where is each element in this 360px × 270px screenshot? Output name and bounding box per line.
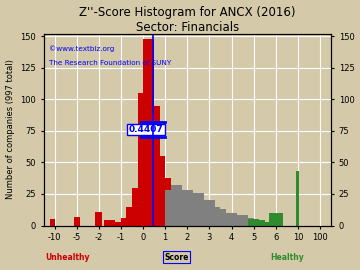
Bar	[248, 219, 259, 225]
Bar	[171, 185, 182, 225]
Text: Unhealthy: Unhealthy	[46, 253, 90, 262]
Bar	[116, 222, 126, 225]
Bar	[149, 106, 159, 225]
Bar	[231, 215, 243, 225]
Bar	[265, 222, 276, 225]
Bar	[126, 207, 138, 225]
Bar	[50, 219, 55, 225]
Text: Score: Score	[164, 253, 188, 262]
Bar	[220, 213, 231, 225]
Bar	[74, 217, 80, 225]
Bar	[215, 209, 226, 225]
Bar	[104, 221, 116, 225]
Bar	[237, 215, 248, 225]
Text: Healthy: Healthy	[270, 253, 304, 262]
Bar	[259, 222, 270, 225]
Bar	[226, 213, 237, 225]
Bar	[204, 200, 215, 225]
Bar	[193, 193, 204, 225]
Bar	[254, 221, 265, 225]
Y-axis label: Number of companies (997 total): Number of companies (997 total)	[5, 60, 14, 200]
Bar	[159, 178, 171, 225]
Bar	[154, 156, 165, 225]
Bar	[269, 213, 283, 225]
Bar	[95, 212, 103, 225]
Bar	[138, 93, 149, 225]
Bar	[143, 39, 154, 225]
Bar	[182, 190, 193, 225]
Bar	[243, 218, 254, 225]
Bar	[176, 190, 187, 225]
Bar	[121, 218, 132, 225]
Bar	[165, 190, 176, 225]
Text: ©www.textbiz.org: ©www.textbiz.org	[49, 45, 114, 52]
Text: The Research Foundation of SUNY: The Research Foundation of SUNY	[49, 60, 171, 66]
Bar	[187, 197, 198, 225]
Bar	[210, 207, 220, 225]
Bar	[296, 171, 299, 225]
Title: Z''-Score Histogram for ANCX (2016)
Sector: Financials: Z''-Score Histogram for ANCX (2016) Sect…	[79, 6, 296, 33]
Bar	[132, 188, 143, 225]
Bar	[198, 203, 210, 225]
Text: 0.4407: 0.4407	[129, 125, 163, 134]
